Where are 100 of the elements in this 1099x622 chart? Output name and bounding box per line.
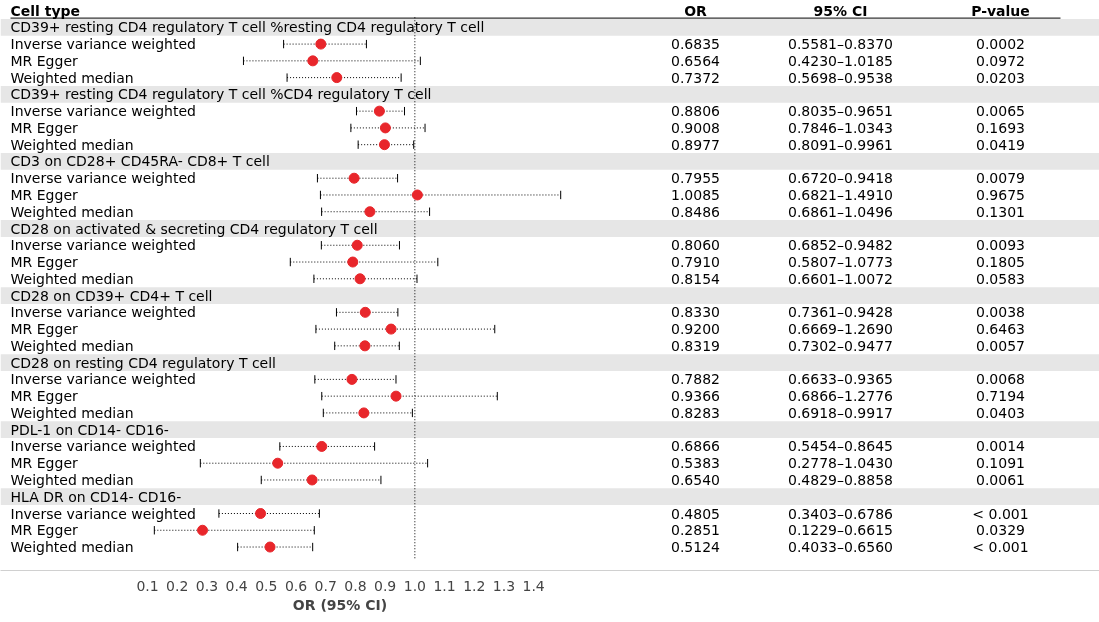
x-tick-label: 0.5 — [255, 577, 278, 594]
annotation: 0.1693 — [976, 119, 1026, 136]
annotation: 0.6861–1.0496 — [788, 203, 894, 220]
annotation: 0.7361–0.9428 — [788, 304, 893, 321]
point — [264, 541, 276, 553]
x-tick-label: 0.1 — [136, 577, 159, 594]
annotation: 1.0085 — [671, 186, 721, 203]
point — [306, 474, 318, 486]
x-axis-title: OR (95% CI) — [292, 596, 388, 613]
annotation: 0.2851 — [671, 522, 721, 539]
y-tick-label: CD28 on activated & secreting CD4 regulatory T cell — [10, 220, 378, 237]
annotation: 0.8977 — [671, 136, 721, 153]
annotation: 0.4805 — [671, 505, 721, 522]
y-tick-label: MR Egger — [10, 388, 78, 405]
y-tick-label: Inverse variance weighted — [10, 371, 196, 388]
y-tick-label: CD39+ resting CD4 regulatory T cell %resting CD4 regulatory T cell — [10, 19, 485, 36]
annotation: 0.8060 — [671, 237, 721, 254]
y-tick-label: Weighted median — [10, 136, 134, 153]
annotation: 0.9200 — [671, 321, 721, 338]
annotation: 0.6720–0.9418 — [788, 170, 893, 187]
y-tick-label: MR Egger — [10, 455, 78, 472]
annotation: 0.4829–0.8858 — [788, 471, 893, 488]
annotation: 0.1805 — [976, 254, 1026, 271]
y-tick-label: MR Egger — [10, 321, 78, 338]
annotation: 0.0002 — [976, 36, 1026, 53]
point — [373, 105, 385, 117]
point — [359, 340, 371, 352]
y-tick-label: CD3 on CD28+ CD45RA- CD8+ T cell — [10, 153, 270, 170]
y-tick-label: MR Egger — [10, 52, 78, 69]
annotation: 0.9008 — [671, 119, 721, 136]
x-tick-label: 0.3 — [195, 577, 219, 594]
point — [351, 239, 363, 251]
x-tick-label: 1.1 — [433, 577, 456, 594]
x-tick-label: 0.2 — [166, 577, 189, 594]
point — [378, 139, 390, 151]
annotation: 0.5124 — [671, 539, 721, 556]
point — [354, 273, 366, 285]
annotation: 0.7302–0.9477 — [788, 337, 893, 354]
annotation: 0.5807–1.0773 — [788, 254, 893, 271]
annotation: 0.6918–0.9917 — [788, 404, 893, 421]
point — [316, 440, 328, 452]
annotation: 0.7910 — [671, 254, 721, 271]
annotation: P-value — [971, 2, 1030, 19]
annotation: 0.7846–1.0343 — [788, 119, 893, 136]
annotation: 0.0079 — [976, 170, 1026, 187]
annotation: 0.7955 — [671, 170, 721, 187]
y-tick-label: Weighted median — [10, 404, 134, 421]
annotation: 0.8486 — [671, 203, 721, 220]
x-tick-label: 1.2 — [463, 577, 486, 594]
annotation: 0.5698–0.9538 — [788, 69, 893, 86]
annotation: 0.0419 — [976, 136, 1026, 153]
y-axis-title: Cell type — [10, 2, 81, 19]
y-tick-label: Weighted median — [10, 337, 134, 354]
y-tick-label: Inverse variance weighted — [10, 237, 196, 254]
annotation: 0.7882 — [671, 371, 721, 388]
annotation: 0.0093 — [976, 237, 1026, 254]
y-tick-label: MR Egger — [10, 186, 78, 203]
annotation: 0.0329 — [976, 522, 1026, 539]
y-tick-label: CD28 on CD39+ CD4+ T cell — [10, 287, 213, 304]
y-tick-label: MR Egger — [10, 522, 78, 539]
annotation: 0.8035–0.9651 — [788, 103, 893, 120]
annotation: 0.6540 — [671, 471, 721, 488]
point — [359, 306, 371, 318]
point — [272, 457, 284, 469]
annotation: 0.0038 — [976, 304, 1026, 321]
y-tick-label: CD28 on resting CD4 regulatory T cell — [10, 354, 276, 371]
x-tick-label: 0.6 — [284, 577, 308, 594]
annotation: 0.9675 — [976, 186, 1026, 203]
x-tick-label: 0.9 — [374, 577, 397, 594]
point — [379, 122, 391, 134]
annotation: 0.6633–0.9365 — [788, 371, 893, 388]
point — [255, 508, 267, 519]
annotation: 0.0061 — [976, 471, 1026, 488]
x-tick-label: 1.3 — [492, 577, 516, 594]
y-tick-label: Inverse variance weighted — [10, 170, 196, 187]
annotation: 0.6821–1.4910 — [788, 186, 893, 203]
annotation: 0.5581–0.8370 — [788, 36, 893, 53]
y-tick-label: Inverse variance weighted — [10, 103, 196, 120]
y-tick-label: Weighted median — [10, 203, 134, 220]
annotation: 0.8091–0.9961 — [788, 136, 893, 153]
annotation: 0.0203 — [976, 69, 1026, 86]
y-tick-label: Inverse variance weighted — [10, 438, 196, 455]
annotation: 0.6866 — [671, 438, 721, 455]
annotation: 0.0972 — [976, 52, 1026, 69]
annotation: 0.7372 — [671, 69, 721, 86]
x-tick-label: 0.4 — [225, 577, 248, 594]
x-tick-label: 1.4 — [522, 577, 545, 594]
annotation: 0.6564 — [671, 52, 721, 69]
point — [347, 256, 359, 268]
annotation: 0.8319 — [671, 337, 721, 354]
annotation: 0.0583 — [976, 270, 1026, 287]
annotation: 0.8283 — [671, 404, 721, 421]
point — [346, 373, 358, 385]
y-tick-label: PDL-1 on CD14- CD16- — [10, 421, 169, 438]
annotation: 0.6669–1.2690 — [788, 321, 893, 338]
point — [197, 524, 209, 536]
annotation: < 0.001 — [972, 505, 1029, 522]
y-tick-label: Weighted median — [10, 69, 134, 86]
y-tick-label: Weighted median — [10, 471, 134, 488]
annotation: 0.0403 — [976, 404, 1026, 421]
